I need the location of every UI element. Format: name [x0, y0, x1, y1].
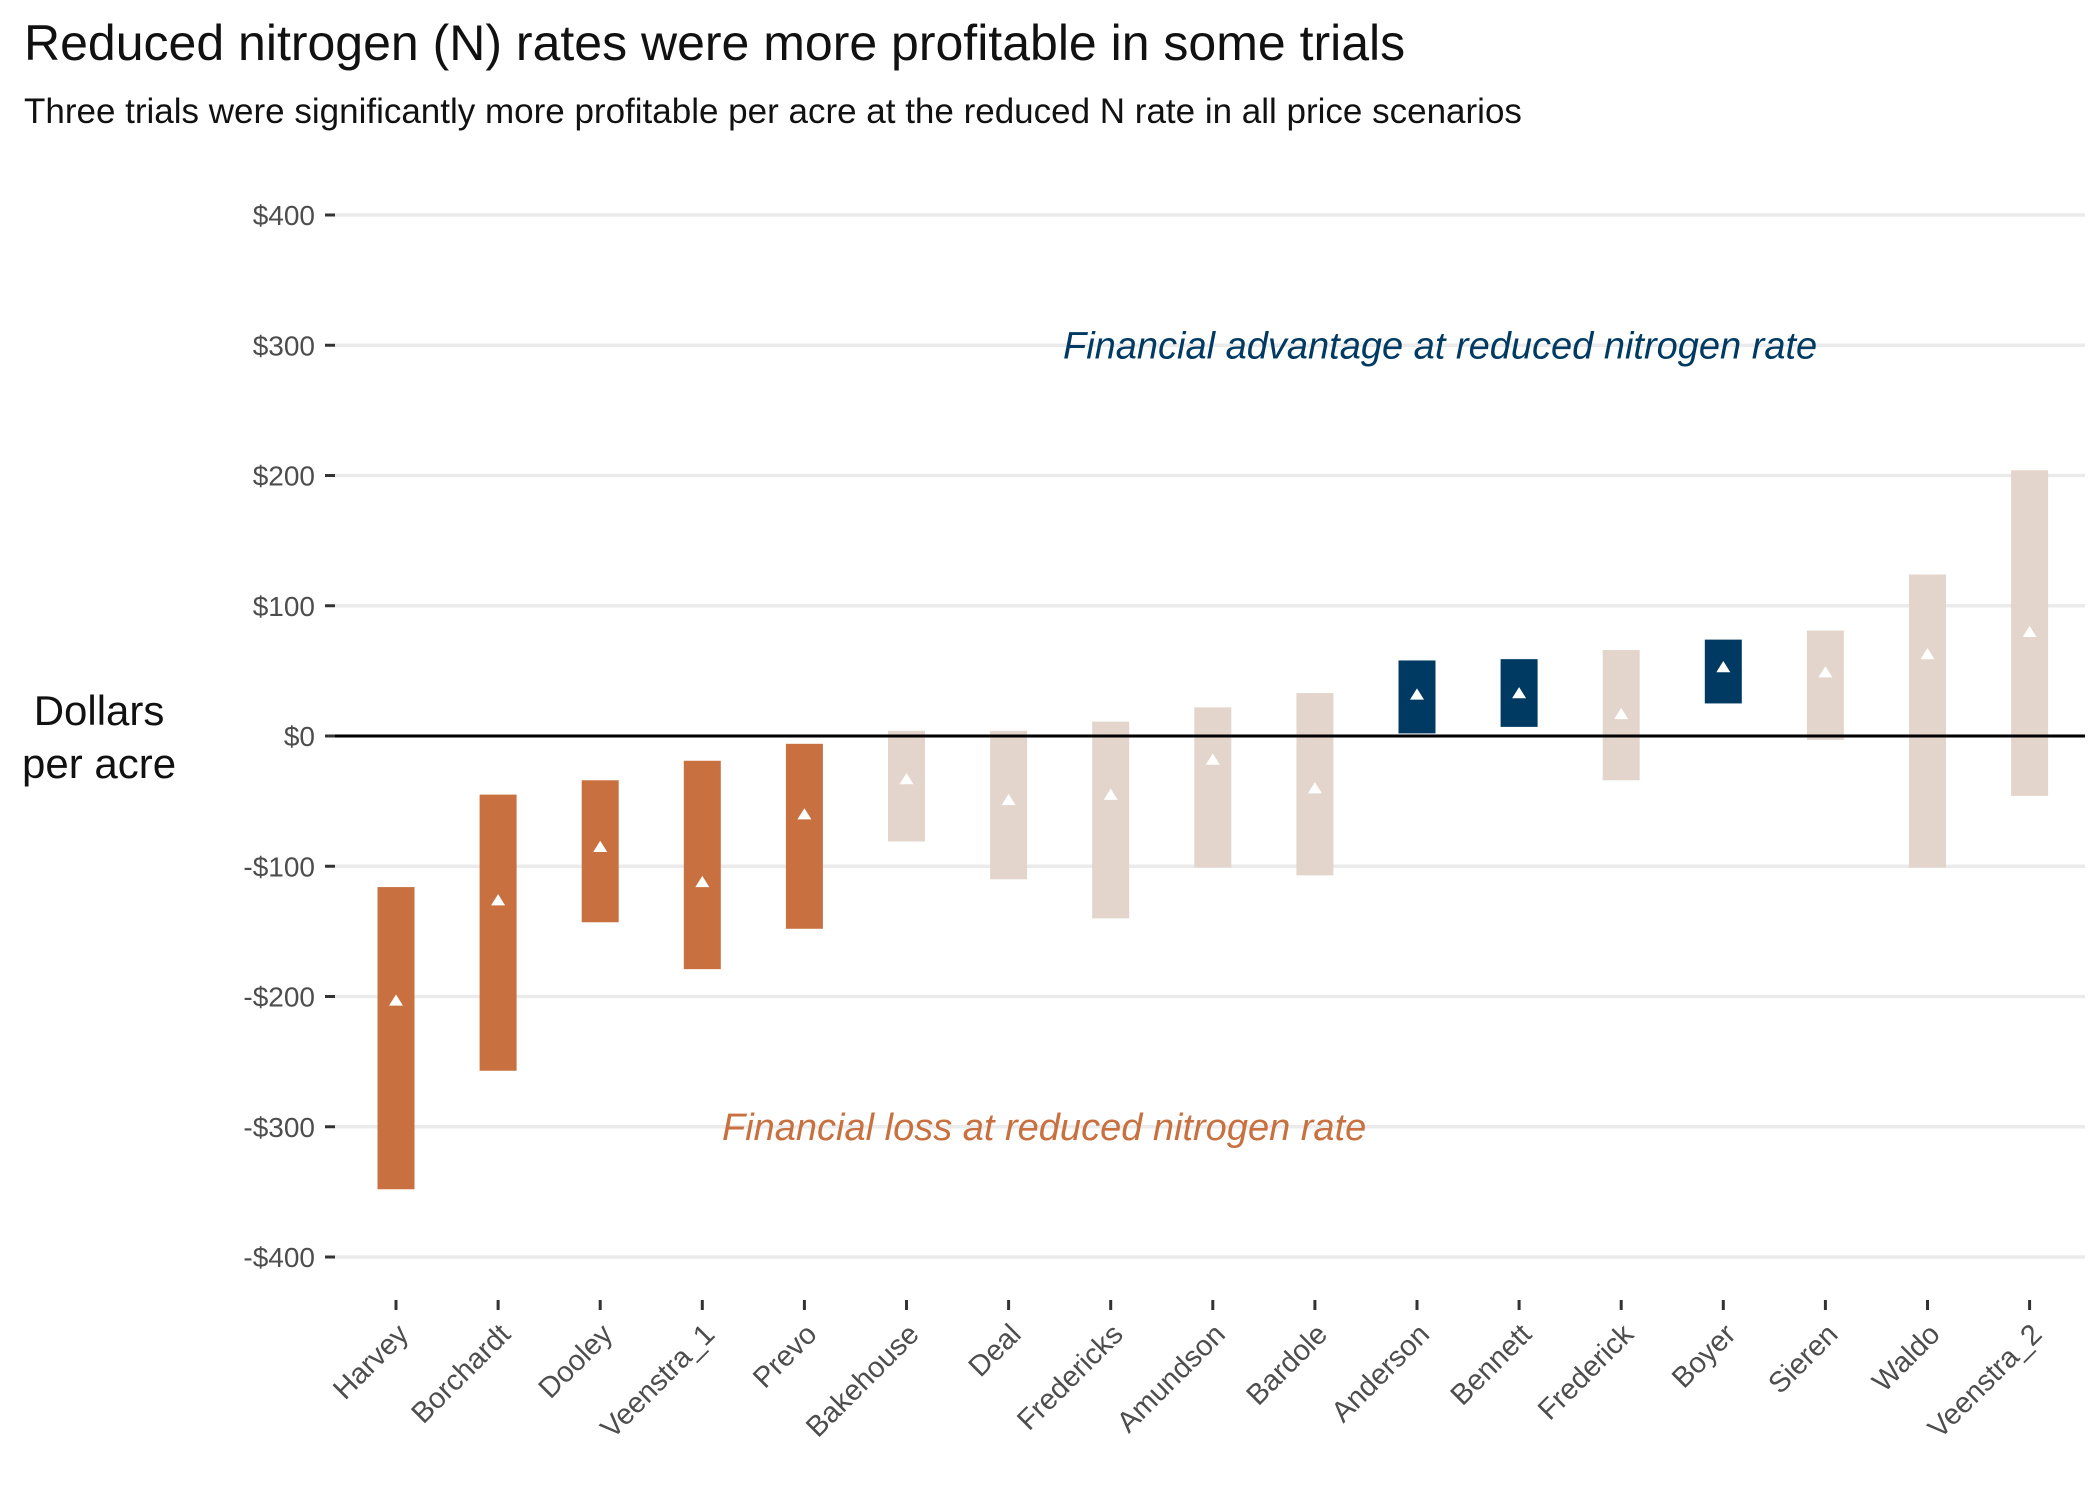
annotations-group: Financial advantage at reduced nitrogen … [722, 325, 1817, 1149]
annotation-loss: Financial loss at reduced nitrogen rate [722, 1107, 1366, 1149]
mid-marker [389, 994, 403, 1006]
y-tick-label: $200 [253, 461, 315, 492]
y-tick-label: -$400 [243, 1242, 315, 1273]
x-tick-label: Prevo [747, 1318, 823, 1394]
mid-marker [797, 808, 812, 820]
mid-marker [1818, 666, 1833, 678]
range-bar [377, 887, 415, 1190]
range-bar [1194, 707, 1232, 868]
x-tick-label: Dooley [533, 1318, 620, 1405]
mid-marker [1410, 688, 1424, 700]
range-bar [888, 730, 925, 842]
x-tick-label: Fredericks [1011, 1318, 1129, 1436]
range-bar [1092, 721, 1130, 919]
x-tick-label: Bardole [1241, 1318, 1334, 1411]
chart-title: Reduced nitrogen (N) rates were more pro… [24, 15, 1406, 71]
mid-marker [1512, 687, 1527, 699]
x-tick-label: Waldo [1866, 1318, 1946, 1398]
range-bar [1806, 630, 1844, 740]
x-tick-label: Bennett [1445, 1318, 1538, 1411]
annotation-gain: Financial advantage at reduced nitrogen … [1063, 325, 1817, 367]
x-tick-label: Harvey [327, 1318, 415, 1406]
mid-marker [899, 773, 914, 785]
range-bar [1909, 574, 1946, 868]
y-axis-label: Dollars per acre [22, 687, 177, 787]
y-tick-label: $0 [284, 721, 315, 752]
y-tick-label: -$100 [243, 851, 315, 882]
mid-marker [2022, 625, 2037, 638]
mid-marker [1716, 661, 1731, 673]
chart-subtitle: Three trials were significantly more pro… [24, 92, 1522, 131]
y-tick-label: -$300 [243, 1112, 315, 1143]
bars-group [377, 470, 2049, 1190]
range-bar [785, 743, 823, 929]
mid-marker [1614, 707, 1629, 720]
mid-marker [695, 875, 710, 888]
mid-marker [593, 840, 608, 852]
x-tick-label: Borchardt [406, 1318, 518, 1430]
x-tick-label: Boyer [1666, 1318, 1742, 1394]
x-tick-label: Frederick [1532, 1318, 1640, 1426]
range-bar [683, 760, 721, 970]
y-axis-ticks: $400 $300 $200 $100 $0 -$100 -$200 -$300 -$400 [243, 200, 335, 1273]
mid-marker [1307, 782, 1322, 794]
mid-marker [1001, 793, 1016, 806]
mid-marker [1920, 647, 1935, 660]
x-tick-label: Sieren [1762, 1318, 1844, 1400]
markers-group [389, 625, 2037, 1006]
x-tick-label: Deal [963, 1318, 1028, 1383]
mid-marker [1103, 788, 1118, 800]
x-tick-label: Amundson [1111, 1318, 1232, 1439]
mid-marker [491, 894, 506, 906]
y-tick-label: $400 [253, 200, 315, 231]
y-tick-label: $100 [253, 591, 315, 622]
range-bar [479, 794, 517, 1071]
mid-marker [1205, 753, 1220, 765]
y-tick-label: $300 [253, 330, 315, 361]
x-tick-label: Anderson [1326, 1318, 1436, 1428]
y-tick-label: -$200 [243, 982, 315, 1013]
